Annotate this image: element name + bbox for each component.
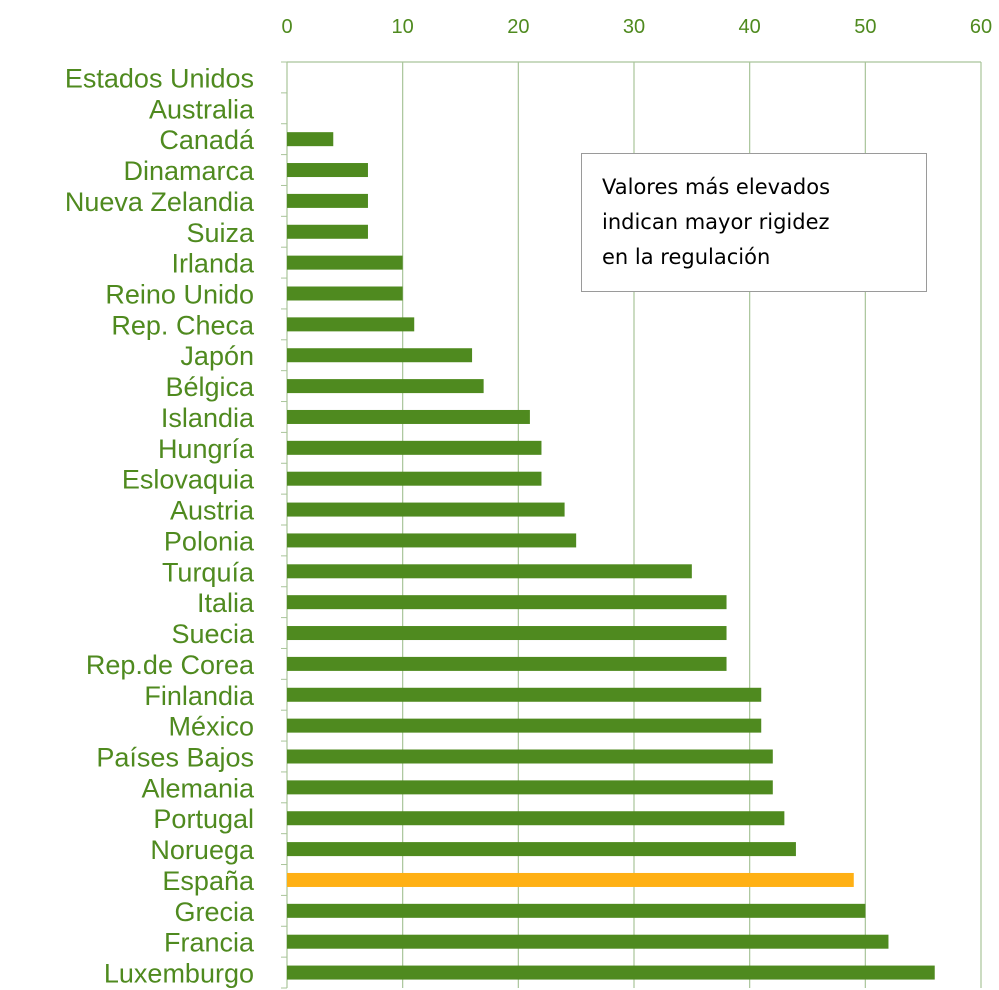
bar: [287, 718, 762, 733]
bar: [287, 564, 692, 579]
bar: [287, 440, 542, 455]
category-label: España: [162, 866, 255, 896]
bar: [287, 255, 403, 270]
bar: [287, 379, 484, 394]
bar: [287, 502, 565, 517]
category-label: Japón: [180, 341, 254, 371]
category-label: Turquía: [162, 557, 255, 587]
category-label: Polonia: [164, 526, 255, 556]
bar: [287, 132, 334, 147]
bar: [287, 409, 530, 424]
bars: [287, 132, 935, 980]
category-label: Islandia: [161, 403, 255, 433]
bar: [287, 317, 415, 332]
bar: [287, 533, 577, 548]
category-label: Irlanda: [171, 249, 255, 279]
category-label: Países Bajos: [96, 743, 254, 773]
bar: [287, 934, 889, 949]
category-label: Estados Unidos: [65, 63, 254, 93]
category-label: Noruega: [150, 835, 255, 865]
category-label: Dinamarca: [123, 156, 255, 186]
annotation-box: Valores más elevados indican mayor rigid…: [581, 153, 927, 292]
bar-highlight: [287, 872, 854, 887]
category-label: Luxemburgo: [104, 959, 254, 989]
category-label: Alemania: [141, 773, 255, 803]
category-label: Reino Unido: [105, 280, 254, 310]
bar: [287, 965, 935, 980]
bar: [287, 193, 368, 208]
category-label: Nueva Zelandia: [65, 187, 255, 217]
bar: [287, 842, 796, 857]
bar: [287, 780, 773, 795]
bar: [287, 749, 773, 764]
category-label: Suiza: [186, 218, 255, 248]
bar: [287, 811, 785, 826]
x-tick-label: 40: [739, 16, 761, 38]
bar: [287, 687, 762, 702]
bar: [287, 163, 368, 178]
bar: [287, 286, 403, 301]
category-label: Rep.de Corea: [86, 650, 255, 680]
x-tick-label: 10: [392, 16, 414, 38]
category-label: Australia: [149, 94, 255, 124]
category-label: Suecia: [171, 619, 255, 649]
bar: [287, 224, 368, 239]
category-label: Grecia: [174, 897, 255, 927]
bar: [287, 348, 473, 363]
category-label: México: [168, 712, 254, 742]
category-label: Rep. Checa: [111, 310, 255, 340]
category-label: Hungría: [158, 434, 255, 464]
bar: [287, 903, 866, 918]
category-label: Eslovaquia: [122, 465, 255, 495]
category-label: Bélgica: [165, 372, 255, 402]
x-tick-label: 0: [281, 16, 292, 38]
x-tick-label: 60: [970, 16, 992, 38]
x-tick-label: 30: [623, 16, 645, 38]
category-label: Italia: [197, 588, 255, 618]
category-label: Austria: [170, 496, 255, 526]
category-label: Francia: [164, 928, 255, 958]
x-tick-label: 20: [507, 16, 529, 38]
category-label: Canadá: [159, 125, 255, 155]
category-labels: Estados UnidosAustraliaCanadáDinamarcaNu…: [65, 63, 255, 988]
bar: [287, 626, 727, 641]
category-label: Portugal: [153, 804, 254, 834]
x-axis-tick-labels: 0 10 20 30 40 50 60: [281, 16, 992, 38]
category-label: Finlandia: [144, 681, 255, 711]
bar: [287, 656, 727, 671]
x-tick-label: 50: [854, 16, 876, 38]
bar: [287, 471, 542, 486]
bar: [287, 595, 727, 610]
